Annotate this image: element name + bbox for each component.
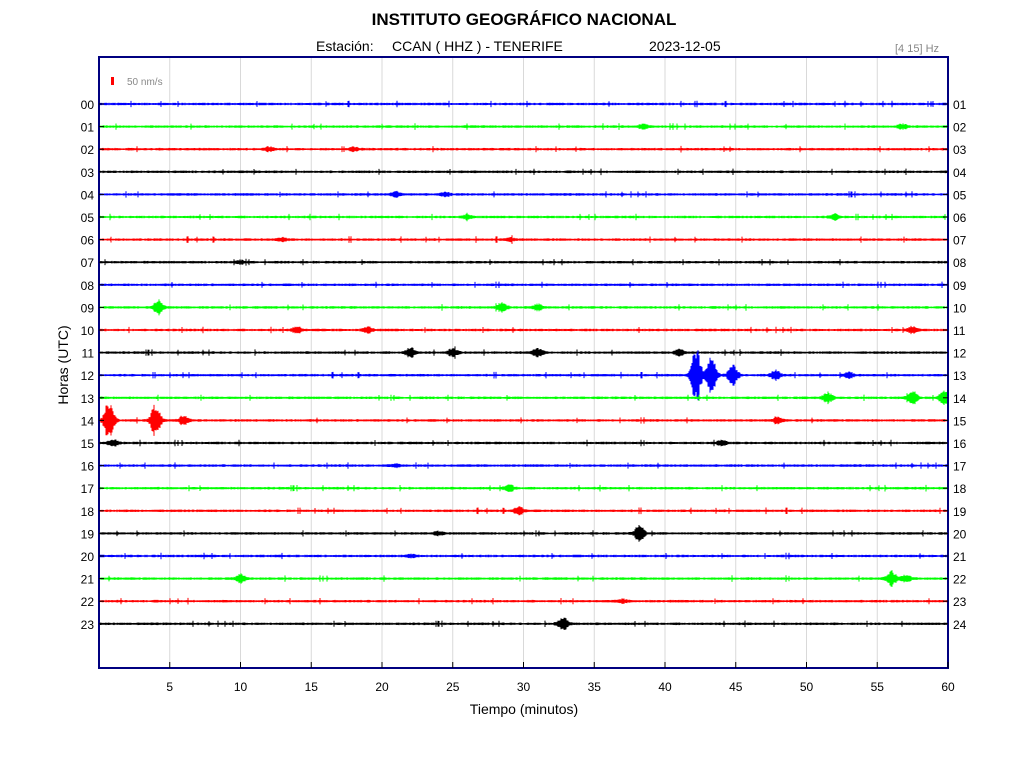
- x-tick-label: 35: [588, 680, 602, 694]
- left-hour-label: 04: [81, 188, 95, 202]
- right-hour-label: 16: [953, 437, 967, 451]
- left-hour-label: 05: [81, 211, 95, 225]
- x-tick-label: 60: [941, 680, 955, 694]
- x-tick-label: 30: [517, 680, 531, 694]
- left-hour-label: 14: [81, 414, 95, 428]
- left-hour-label: 19: [81, 527, 95, 541]
- left-hour-label: 10: [81, 324, 95, 338]
- right-hour-label: 21: [953, 550, 967, 564]
- left-hour-label: 23: [81, 618, 95, 632]
- x-tick-label: 55: [871, 680, 885, 694]
- left-hour-label: 09: [81, 301, 95, 315]
- left-hour-label: 18: [81, 505, 95, 519]
- x-tick-label: 5: [166, 680, 173, 694]
- left-hour-label: 22: [81, 595, 95, 609]
- left-hour-label: 03: [81, 166, 95, 180]
- right-hour-label: 14: [953, 392, 967, 406]
- right-hour-label: 19: [953, 505, 967, 519]
- right-hour-label: 02: [953, 121, 967, 135]
- right-hour-label: 07: [953, 234, 967, 248]
- left-hour-label: 12: [81, 369, 95, 383]
- x-tick-label: 40: [658, 680, 672, 694]
- right-hour-label: 11: [953, 324, 966, 338]
- x-axis-ticks: 5 10 15 20 25 30 35 40 45 50 55 60: [166, 662, 955, 694]
- right-hour-labels: 01 02 03 04 05 06 07 08 09 10 11 12 13 14 15 16 17 18 19 20…: [943, 98, 967, 632]
- right-hour-label: 23: [953, 595, 967, 609]
- chart-title: INSTITUTO GEOGRÁFICO NACIONAL: [372, 10, 677, 29]
- x-tick-label: 10: [234, 680, 248, 694]
- right-hour-label: 20: [953, 527, 967, 541]
- scale-label: 50 nm/s: [127, 77, 163, 88]
- right-hour-label: 10: [953, 301, 967, 315]
- right-hour-label: 01: [953, 98, 967, 112]
- chart-date: 2023-12-05: [649, 38, 721, 54]
- x-axis-label: Tiempo (minutos): [470, 701, 578, 717]
- right-hour-label: 24: [953, 618, 967, 632]
- x-tick-label: 15: [305, 680, 319, 694]
- right-hour-label: 13: [953, 369, 967, 383]
- x-tick-label: 20: [375, 680, 389, 694]
- left-hour-labels: 00 01 02 03 04 05 06 07 08 09 10 11 12 13 14 15 16 17 18 19…: [81, 98, 104, 632]
- right-hour-label: 03: [953, 143, 967, 157]
- left-hour-label: 07: [81, 256, 95, 270]
- filter-band: [4 15] Hz: [895, 43, 939, 55]
- left-hour-label: 01: [81, 121, 95, 135]
- right-hour-label: 05: [953, 188, 967, 202]
- x-tick-label: 25: [446, 680, 460, 694]
- station-name: CCAN ( HHZ ) - TENERIFE: [392, 38, 563, 54]
- right-hour-label: 22: [953, 573, 967, 587]
- right-hour-label: 06: [953, 211, 967, 225]
- left-hour-label: 02: [81, 143, 95, 157]
- left-hour-label: 21: [81, 573, 95, 587]
- left-hour-label: 11: [82, 347, 95, 361]
- left-hour-label: 08: [81, 279, 95, 293]
- right-hour-label: 17: [953, 460, 967, 474]
- left-hour-label: 17: [81, 482, 95, 496]
- x-tick-label: 45: [729, 680, 743, 694]
- vertical-gridlines: [169, 58, 878, 667]
- left-hour-label: 15: [81, 437, 95, 451]
- left-hour-label: 06: [81, 234, 95, 248]
- station-label: Estación:: [316, 38, 374, 54]
- right-hour-label: 15: [953, 414, 967, 428]
- x-tick-label: 50: [800, 680, 814, 694]
- right-hour-label: 08: [953, 256, 967, 270]
- right-hour-label: 09: [953, 279, 967, 293]
- left-hour-label: 20: [81, 550, 95, 564]
- right-hour-label: 04: [953, 166, 967, 180]
- y-axis-label: Horas (UTC): [55, 325, 71, 404]
- left-hour-label: 13: [81, 392, 95, 406]
- left-hour-label: 16: [81, 460, 95, 474]
- right-hour-label: 12: [953, 347, 967, 361]
- right-hour-label: 18: [953, 482, 967, 496]
- scale-bar: [111, 77, 114, 85]
- left-hour-label: 00: [81, 98, 95, 112]
